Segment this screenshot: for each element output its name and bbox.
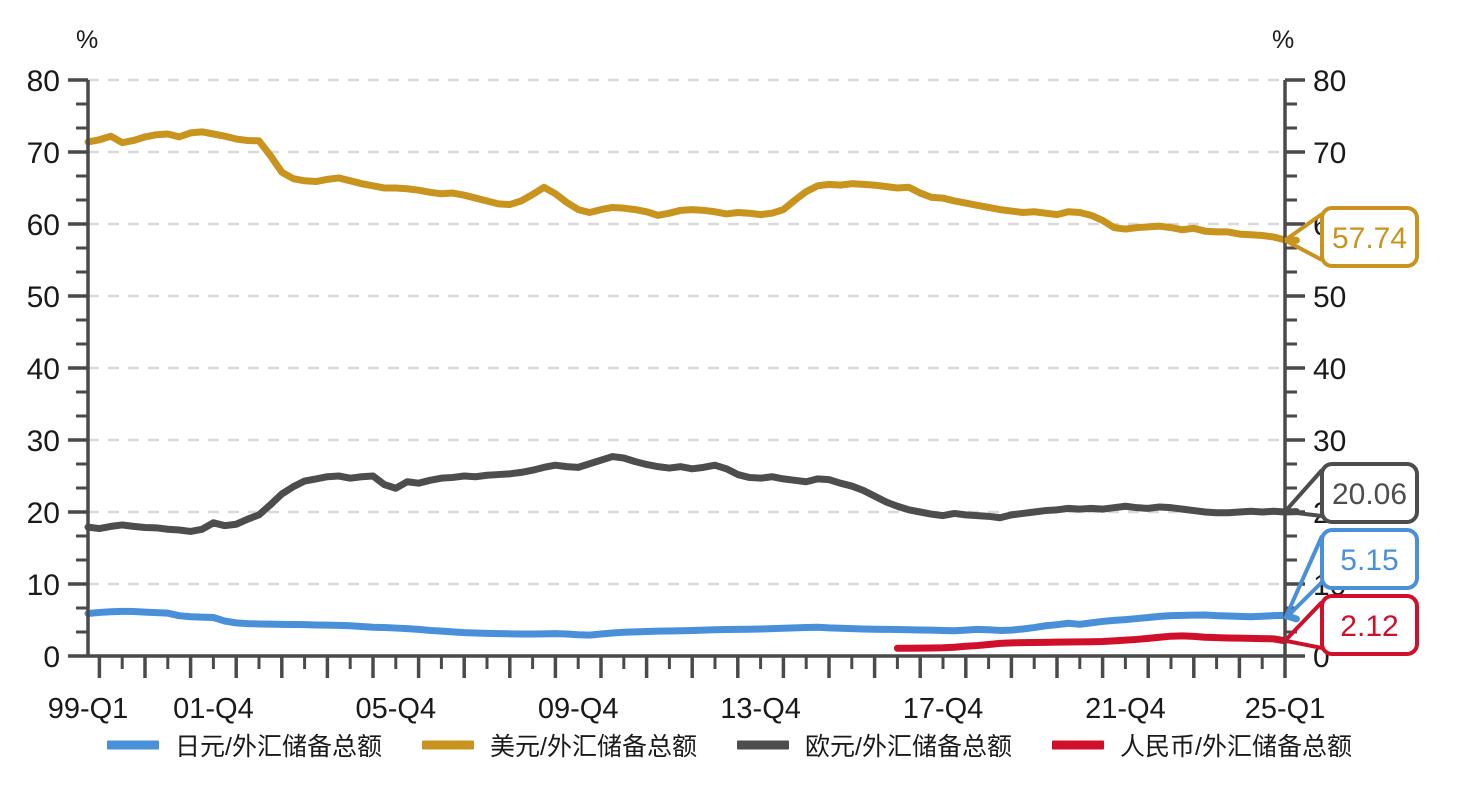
left-axis-unit-label: % xyxy=(76,26,98,54)
legend-swatch-1 xyxy=(422,740,474,750)
end-value-callouts: 57.74 20.06 5.15 2.12 xyxy=(1283,206,1419,656)
series-line-1 xyxy=(84,128,1300,244)
axes xyxy=(68,78,1305,678)
y-tick-label-right-50: 50 xyxy=(1313,281,1346,314)
y-tick-label-left-70: 70 xyxy=(27,137,60,170)
legend-item-1[interactable]: 美元/外汇储备总额 xyxy=(422,733,697,761)
y-tick-label-right-40: 40 xyxy=(1313,353,1346,386)
legend-swatch-2 xyxy=(737,740,789,750)
callout-tail-eur xyxy=(1283,468,1324,518)
x-tick-label-2: 05-Q4 xyxy=(355,693,436,725)
x-tick-label-5: 17-Q4 xyxy=(903,693,984,725)
y-tick-label-left-30: 30 xyxy=(27,425,60,458)
right-axis-unit-label: % xyxy=(1272,26,1294,54)
y-tick-label-left-50: 50 xyxy=(27,281,60,314)
callout-box-usd xyxy=(1320,206,1419,268)
callout-tail-usd xyxy=(1283,212,1324,262)
y-tick-label-right-70: 70 xyxy=(1313,137,1346,170)
legend-swatch-3 xyxy=(1052,740,1104,750)
x-tick-label-4: 13-Q4 xyxy=(720,693,801,725)
series-line-0 xyxy=(84,607,1300,639)
y-tick-label-right-30: 30 xyxy=(1313,425,1346,458)
y-tick-label-left-40: 40 xyxy=(27,353,60,386)
callout-eur: 20.06 xyxy=(1283,462,1419,524)
callout-usd: 57.74 xyxy=(1283,206,1419,268)
x-tick-label-7: 25-Q1 xyxy=(1245,693,1326,725)
callout-box-cny xyxy=(1320,594,1419,656)
callout-box-eur xyxy=(1320,462,1419,524)
y-tick-label-right-80: 80 xyxy=(1313,65,1346,98)
x-tick-label-3: 09-Q4 xyxy=(538,693,619,725)
y-tick-label-left-60: 60 xyxy=(27,209,60,242)
x-tick-label-1: 01-Q4 xyxy=(173,693,254,725)
legend-swatch-0 xyxy=(107,740,159,750)
series-line-3 xyxy=(893,632,1289,652)
legend-item-3[interactable]: 人民币/外汇储备总额 xyxy=(1052,733,1352,761)
legend: 日元/外汇储备总额 美元/外汇储备总额 欧元/外汇储备总额 人民币/外汇储备总额 xyxy=(107,733,1352,761)
series-line-2 xyxy=(84,453,1300,535)
callout-value-jpy: 5.15 xyxy=(1340,544,1398,577)
legend-label-1: 美元/外汇储备总额 xyxy=(490,733,697,761)
callout-jpy: 5.15 xyxy=(1283,528,1419,621)
series-lines xyxy=(84,128,1300,652)
legend-label-2: 欧元/外汇储备总额 xyxy=(805,733,1012,761)
callout-tail-jpy xyxy=(1283,535,1324,621)
callout-tail-cny xyxy=(1283,600,1324,650)
x-tick-label-0: 99-Q1 xyxy=(48,693,129,725)
y-tick-label-left-80: 80 xyxy=(27,65,60,98)
legend-label-3: 人民币/外汇储备总额 xyxy=(1120,733,1352,761)
callout-value-cny: 2.12 xyxy=(1340,610,1398,643)
legend-label-0: 日元/外汇储备总额 xyxy=(175,733,382,761)
callout-value-eur: 20.06 xyxy=(1332,478,1407,511)
y-tick-label-left-0: 0 xyxy=(43,641,60,674)
y-axis-tick-labels: 0010102020303040405050606070708080 xyxy=(27,65,1347,674)
y-tick-label-left-10: 10 xyxy=(27,569,60,602)
callout-value-usd: 57.74 xyxy=(1332,222,1407,255)
legend-item-0[interactable]: 日元/外汇储备总额 xyxy=(107,733,382,761)
callout-cny: 2.12 xyxy=(1283,594,1419,656)
x-tick-label-6: 21-Q4 xyxy=(1085,693,1166,725)
callout-box-jpy xyxy=(1320,528,1419,590)
legend-item-2[interactable]: 欧元/外汇储备总额 xyxy=(737,733,1012,761)
x-axis-tick-labels: 99-Q1 01-Q4 05-Q4 09-Q4 13-Q4 17-Q4 21-Q4 25-Q1 xyxy=(48,693,1326,725)
y-tick-label-left-20: 20 xyxy=(27,497,60,530)
